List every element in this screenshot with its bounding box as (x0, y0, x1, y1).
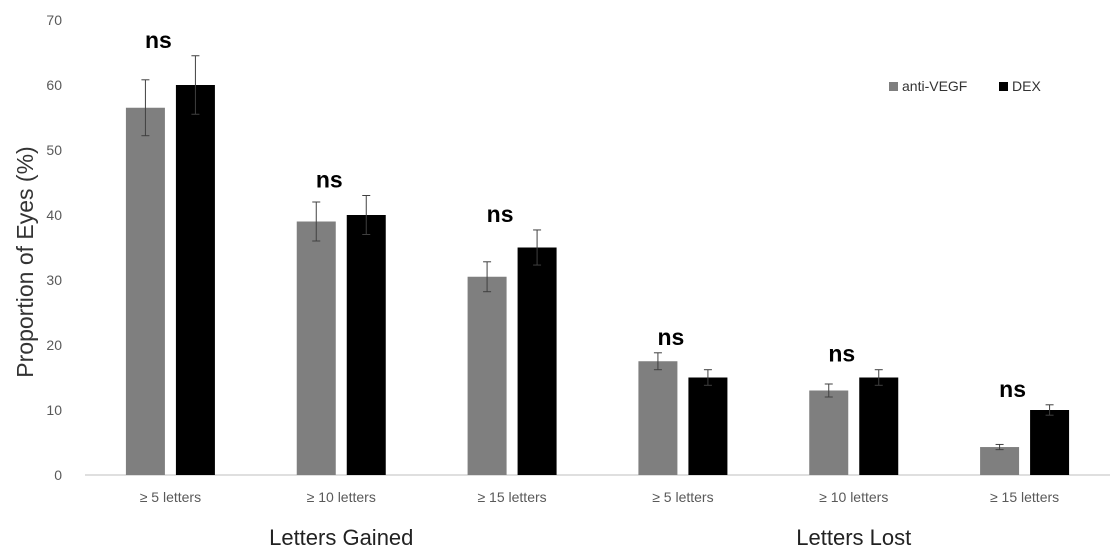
y-tick-label: 40 (46, 207, 62, 223)
group-labels: Letters Gained Letters Lost (269, 525, 911, 546)
significance-label: ns (657, 324, 684, 350)
significance-label: ns (999, 376, 1026, 402)
bar (467, 276, 507, 475)
y-tick-label: 0 (54, 467, 62, 483)
legend: anti-VEGF DEX (889, 78, 1041, 94)
y-tick-label: 60 (46, 77, 62, 93)
significance-label: ns (145, 27, 172, 53)
group-label: Letters Lost (796, 525, 911, 546)
bar (125, 107, 165, 475)
x-tick-label: ≥ 10 letters (307, 489, 376, 505)
x-axis-ticks: ≥ 5 letters ≥ 10 letters ≥ 15 letters ≥ 5 l… (140, 489, 1059, 505)
y-axis-label: Proportion of Eyes (%) (12, 146, 38, 377)
y-tick-label: 20 (46, 337, 62, 353)
y-tick-label: 30 (46, 272, 62, 288)
legend-label: DEX (1012, 78, 1041, 94)
bars (125, 85, 1070, 475)
y-tick-label: 10 (46, 402, 62, 418)
significance-label: ns (828, 341, 855, 367)
y-tick-label: 50 (46, 142, 62, 158)
legend-swatch (999, 82, 1008, 91)
legend-label: anti-VEGF (902, 78, 967, 94)
y-axis-ticks: 0 10 20 30 40 50 60 70 (46, 12, 62, 483)
bar (517, 247, 557, 475)
bar (296, 221, 336, 475)
x-tick-label: ≥ 5 letters (652, 489, 713, 505)
significance-label: ns (487, 201, 514, 227)
x-tick-label: ≥ 5 letters (140, 489, 201, 505)
x-tick-label: ≥ 10 letters (819, 489, 888, 505)
bar (1030, 410, 1070, 475)
bar (346, 215, 386, 475)
bar (809, 390, 849, 475)
y-tick-label: 70 (46, 12, 62, 28)
bar (980, 447, 1020, 475)
bar (175, 85, 215, 475)
legend-swatch (889, 82, 898, 91)
x-tick-label: ≥ 15 letters (477, 489, 546, 505)
significance-labels: ns ns ns ns ns ns (145, 27, 1026, 402)
x-tick-label: ≥ 15 letters (990, 489, 1059, 505)
significance-label: ns (316, 167, 343, 193)
group-label: Letters Gained (269, 525, 413, 546)
bar (688, 377, 728, 475)
bar (638, 361, 678, 475)
error-bars (141, 55, 1054, 451)
bar (859, 377, 899, 475)
